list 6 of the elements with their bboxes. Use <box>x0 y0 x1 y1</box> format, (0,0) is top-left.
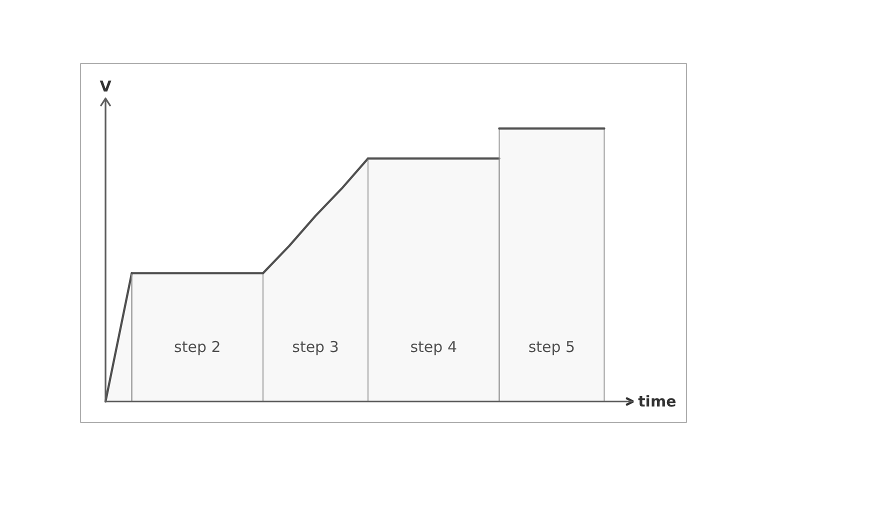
series-label: step 2 <box>174 338 221 356</box>
x-axis-title: time <box>638 392 676 410</box>
series-label: step 4 <box>410 338 458 356</box>
y-axis-title: V <box>100 77 112 96</box>
series-label: step 3 <box>292 338 339 356</box>
series-label: step 5 <box>528 338 576 356</box>
